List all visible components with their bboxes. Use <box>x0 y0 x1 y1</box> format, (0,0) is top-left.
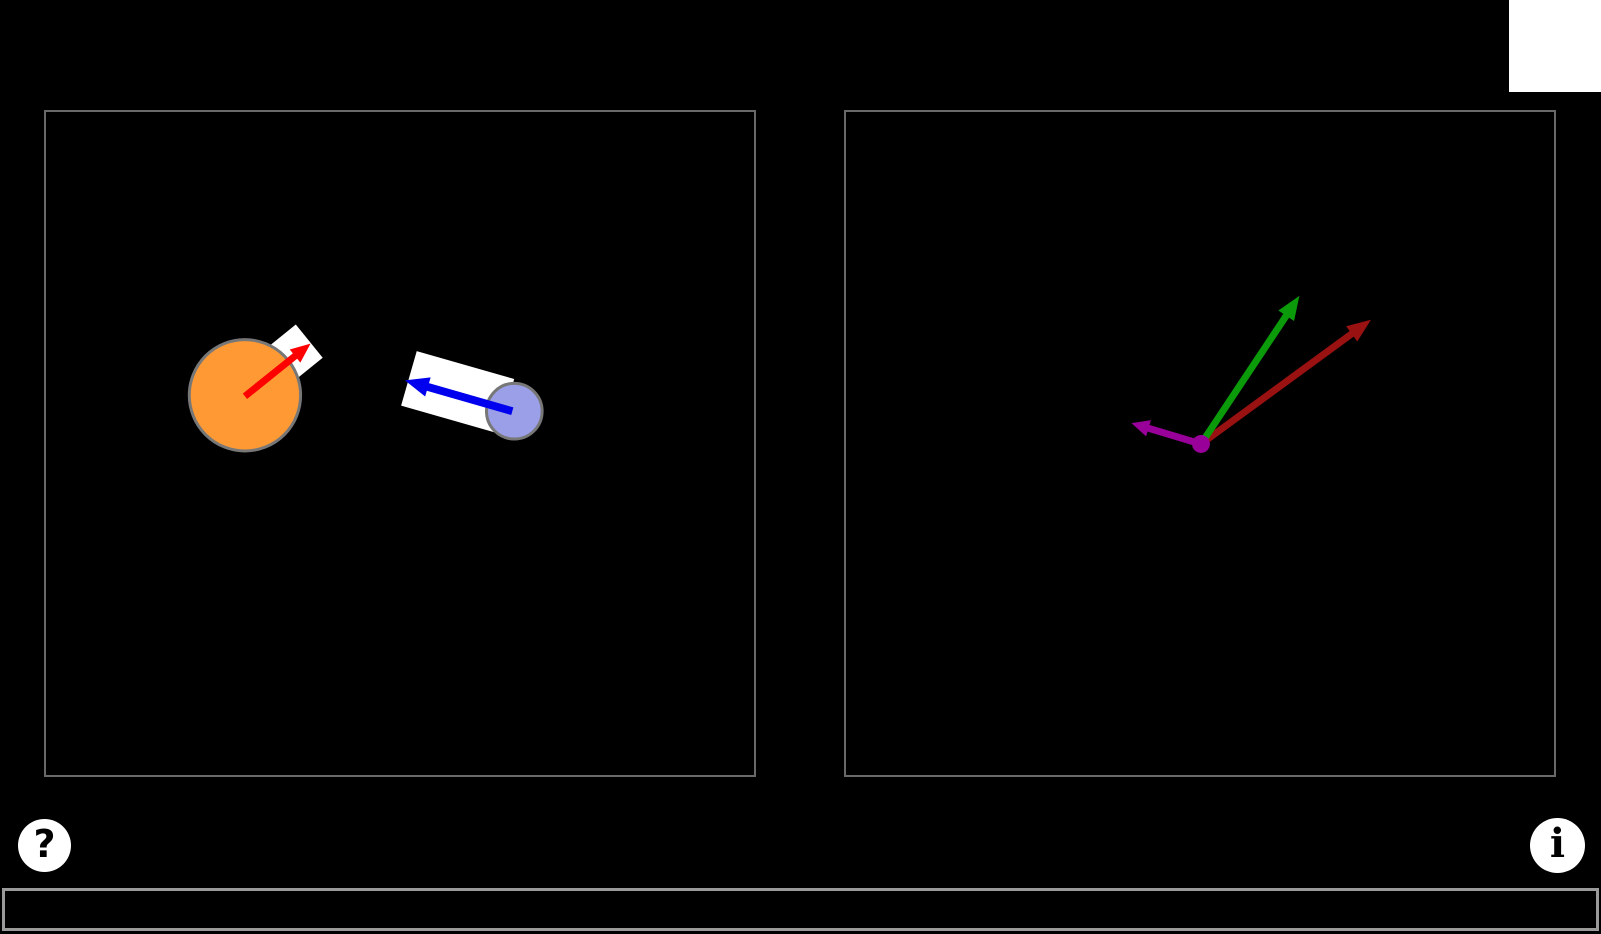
simulation-panel <box>44 110 756 777</box>
velocity-arrow-orange[interactable] <box>242 343 311 399</box>
momentum-arrow-green <box>1198 295 1300 446</box>
momentum-diagram-panel <box>844 110 1556 777</box>
simulation-canvas <box>187 324 544 453</box>
menu-button[interactable] <box>1509 0 1601 92</box>
help-button[interactable]: ? <box>18 819 71 872</box>
momentum-arrow-purple <box>1131 420 1202 448</box>
info-button[interactable]: i <box>1530 818 1585 873</box>
momentum-diagram-canvas <box>1131 295 1371 453</box>
bottom-bar <box>2 888 1599 931</box>
momentum-arrow-darkred <box>1198 319 1371 447</box>
ball-blue[interactable] <box>484 381 544 441</box>
velocity-arrow-blue[interactable] <box>404 377 514 416</box>
info-button-label: i <box>1549 820 1566 867</box>
help-button-label: ? <box>33 821 56 866</box>
momentum-origin-dot <box>1192 435 1210 453</box>
